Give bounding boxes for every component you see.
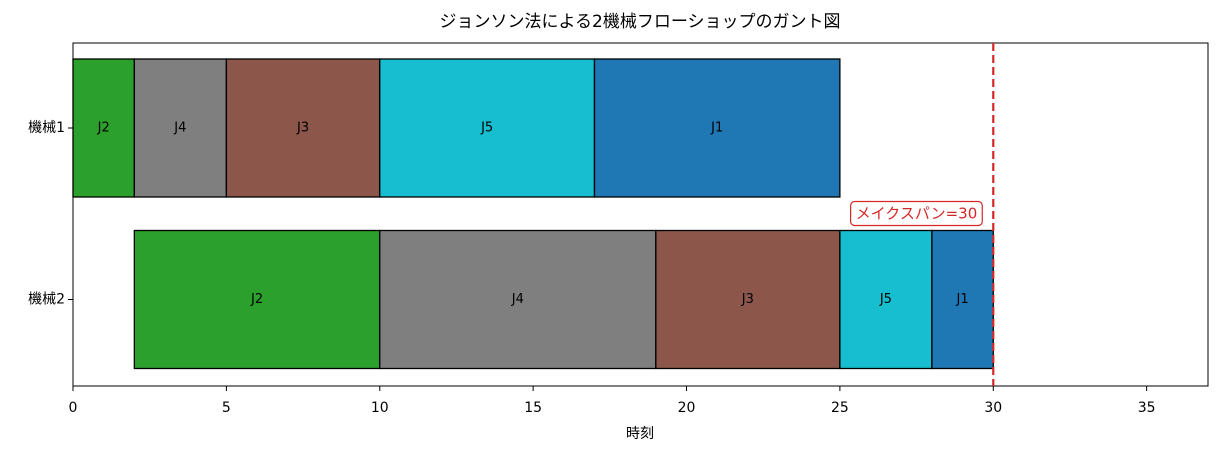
plot-frame	[72, 42, 1209, 387]
task-label: J2	[250, 292, 263, 307]
x-tick-label: 25	[831, 400, 849, 416]
task-label: J2	[97, 121, 110, 136]
x-axis-label: 時刻	[626, 426, 654, 442]
x-tick-label: 35	[1138, 400, 1156, 416]
task-label: J1	[956, 292, 969, 307]
task-bar	[133, 229, 381, 370]
task-bar	[379, 229, 657, 370]
y-tick-label: 機械1	[28, 120, 65, 136]
x-tick-label: 20	[678, 400, 696, 416]
task-label: J5	[480, 121, 493, 136]
task-bar	[593, 58, 841, 198]
task-label: J4	[511, 292, 524, 307]
task-bar	[655, 229, 841, 370]
task-label: J5	[879, 292, 892, 307]
task-bar	[931, 229, 994, 370]
x-tick-label: 15	[524, 400, 542, 416]
makespan-box	[850, 200, 983, 227]
chart-title: ジョンソン法による2機械フローショップのガント図	[440, 12, 841, 32]
task-label: J4	[173, 121, 186, 136]
y-tick-label: 機械2	[28, 292, 65, 308]
task-label: J3	[296, 121, 309, 136]
x-tick-label: 0	[69, 400, 78, 416]
task-label: J1	[710, 121, 723, 136]
task-bar	[379, 58, 596, 198]
x-tick-label: 10	[371, 400, 389, 416]
x-tick-label: 30	[984, 400, 1002, 416]
task-bar	[225, 58, 381, 198]
x-tick-label: 5	[222, 400, 231, 416]
makespan-annotation: メイクスパン=30	[856, 205, 978, 223]
task-label: J3	[741, 292, 754, 307]
